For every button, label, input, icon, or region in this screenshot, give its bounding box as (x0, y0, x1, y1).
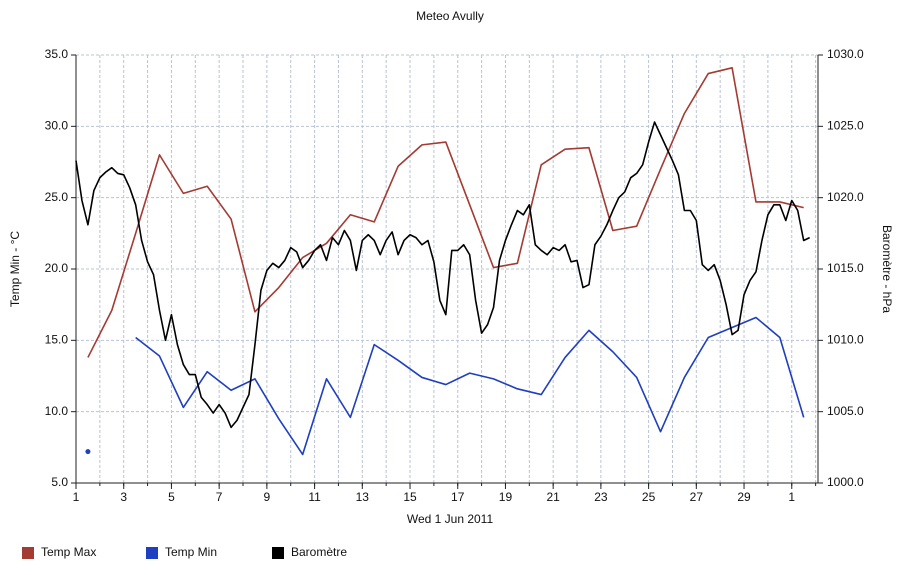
legend-label: Temp Min (165, 545, 217, 559)
x-tick-label: 15 (403, 490, 417, 504)
x-tick-label: 13 (356, 490, 370, 504)
y2-axis-label: Baromètre - hPa (880, 225, 894, 313)
y2-tick-label: 1025.0 (827, 119, 864, 133)
y-tick-label: 25.0 (45, 190, 69, 204)
x-tick-label: 21 (546, 490, 560, 504)
y-tick-label: 35.0 (45, 47, 69, 61)
x-tick-label: 29 (737, 490, 751, 504)
x-tick-label: 1 (73, 490, 80, 504)
data-point (85, 449, 91, 455)
y2-tick-label: 1030.0 (827, 47, 864, 61)
y2-tick-label: 1010.0 (827, 333, 864, 347)
chart-title: Meteo Avully (416, 9, 484, 23)
x-tick-label: 17 (451, 490, 465, 504)
y-tick-label: 15.0 (45, 333, 69, 347)
legend-swatch (146, 547, 158, 559)
y-axis-label: Temp Min - °C (8, 231, 22, 307)
x-tick-label: 23 (594, 490, 608, 504)
series-line (75, 121, 810, 429)
x-tick-label: 7 (216, 490, 223, 504)
x-tick-label: 27 (690, 490, 704, 504)
y-tick-label: 5.0 (51, 475, 68, 489)
y-tick-label: 20.0 (45, 261, 69, 275)
legend-swatch (22, 547, 34, 559)
y2-tick-label: 1000.0 (827, 475, 864, 489)
x-tick-label: 19 (499, 490, 513, 504)
legend-label: Baromètre (291, 545, 347, 559)
x-tick-label: 3 (120, 490, 127, 504)
x-tick-label: 5 (168, 490, 175, 504)
legend-swatch (272, 547, 284, 559)
x-axis-label: Wed 1 Jun 2011 (407, 512, 494, 526)
y-tick-label: 30.0 (45, 119, 69, 133)
y-tick-label: 10.0 (45, 404, 69, 418)
y2-tick-label: 1005.0 (827, 404, 864, 418)
x-tick-label: 1 (788, 490, 795, 504)
series-line (87, 67, 804, 358)
y2-tick-label: 1015.0 (827, 261, 864, 275)
y2-tick-label: 1020.0 (827, 190, 864, 204)
x-tick-label: 9 (264, 490, 271, 504)
legend-label: Temp Max (41, 545, 96, 559)
series-line (135, 316, 805, 456)
x-tick-label: 25 (642, 490, 656, 504)
x-tick-label: 11 (308, 490, 321, 504)
